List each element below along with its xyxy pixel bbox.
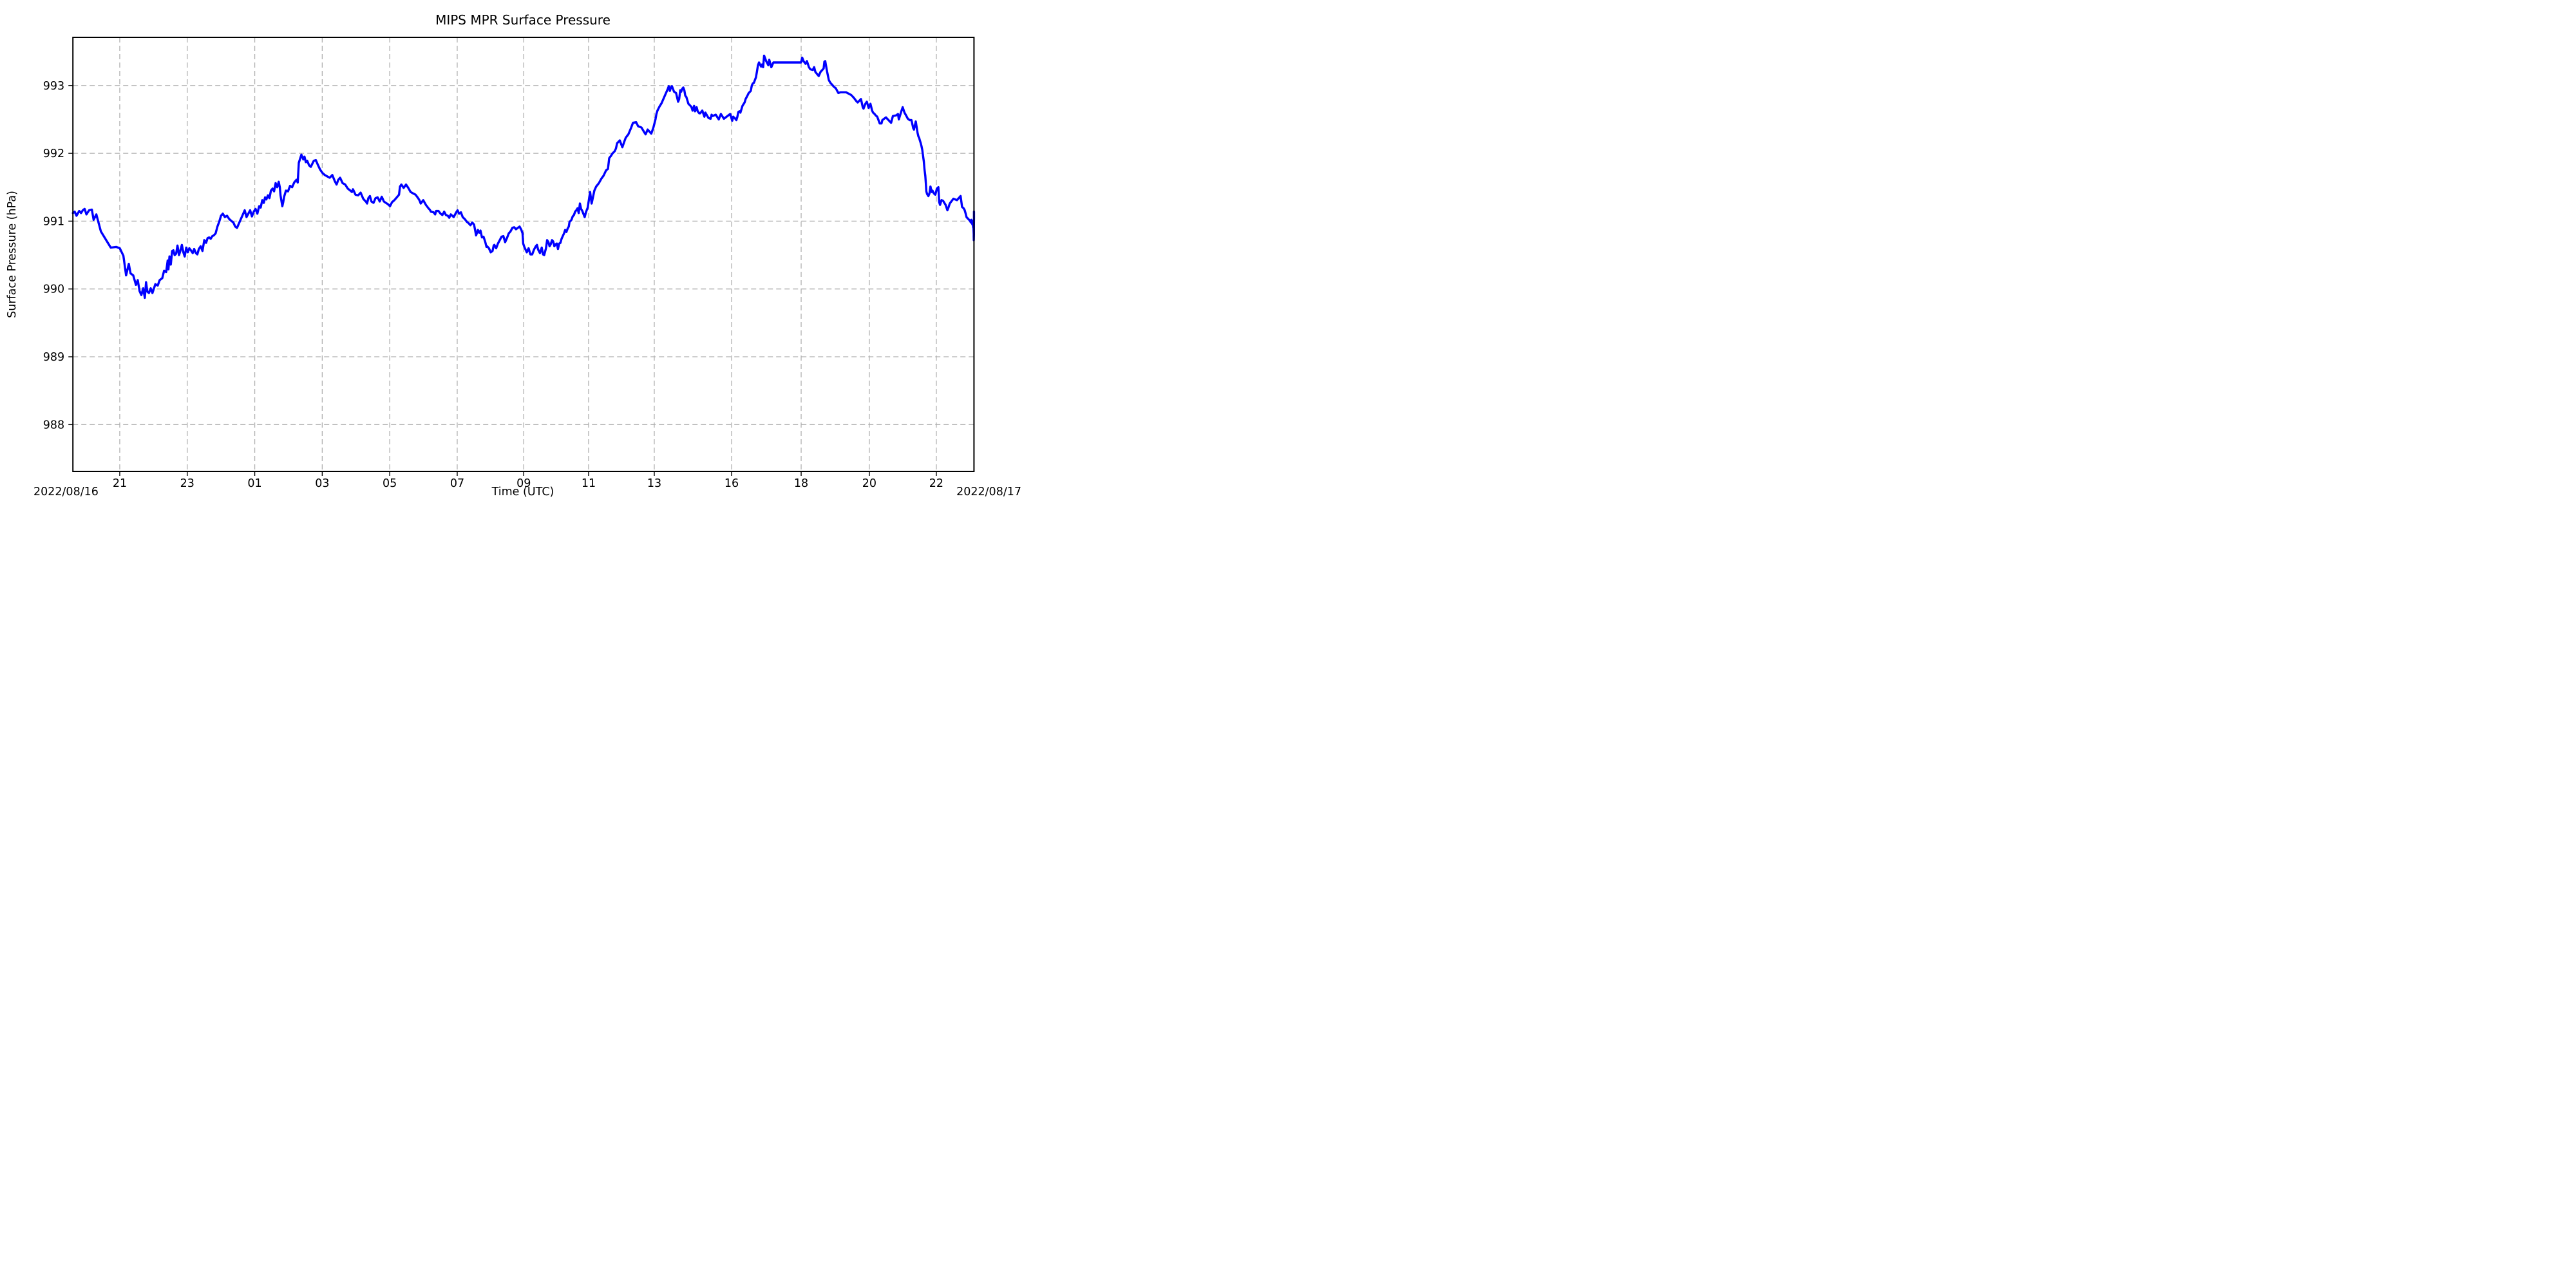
- tick-label-layer: 21 23 01 03 05 07 09 11 13 16 18 20 22 988 989 990 991 99…: [43, 80, 943, 490]
- x-tick-label: 01: [247, 477, 261, 490]
- pressure-line-chart: MIPS MPR Surface Pressure 21 23 01 03 05 07 09…: [6, 12, 1021, 498]
- plot-border: [72, 37, 975, 472]
- x-tick-label: 20: [862, 477, 876, 490]
- y-tick-label: 989: [43, 351, 64, 364]
- x-tick-label: 13: [647, 477, 661, 490]
- grid-layer: [73, 37, 974, 471]
- x-tick-label: 05: [383, 477, 397, 490]
- y-tick-label: 993: [43, 80, 64, 93]
- x-tick-label: 03: [315, 477, 329, 490]
- figure: MIPS MPR Surface Pressure 21 23 01 03 05 07 09…: [0, 0, 1030, 515]
- y-tick-label: 988: [43, 419, 64, 431]
- x-tick-label: 07: [450, 477, 464, 490]
- axis-layer: [68, 37, 975, 476]
- chart-title: MIPS MPR Surface Pressure: [435, 12, 611, 28]
- x-tick-label: 23: [180, 477, 194, 490]
- start-date-label: 2022/08/16: [33, 486, 99, 498]
- end-date-label: 2022/08/17: [956, 486, 1021, 498]
- series-layer: [71, 54, 976, 299]
- y-tick-label: 990: [43, 283, 64, 296]
- x-tick-label: 21: [113, 477, 127, 490]
- x-tick-label: 11: [582, 477, 596, 490]
- x-tick-label: 09: [516, 477, 531, 490]
- x-tick-label: 16: [724, 477, 739, 490]
- y-tick-label: 991: [43, 215, 64, 228]
- pressure-line: [71, 54, 976, 299]
- y-axis-label: Surface Pressure (hPa): [6, 191, 19, 318]
- x-tick-label: 22: [929, 477, 943, 490]
- x-axis-label: Time (UTC): [491, 486, 554, 498]
- y-tick-label: 992: [43, 147, 64, 160]
- x-tick-label: 18: [794, 477, 808, 490]
